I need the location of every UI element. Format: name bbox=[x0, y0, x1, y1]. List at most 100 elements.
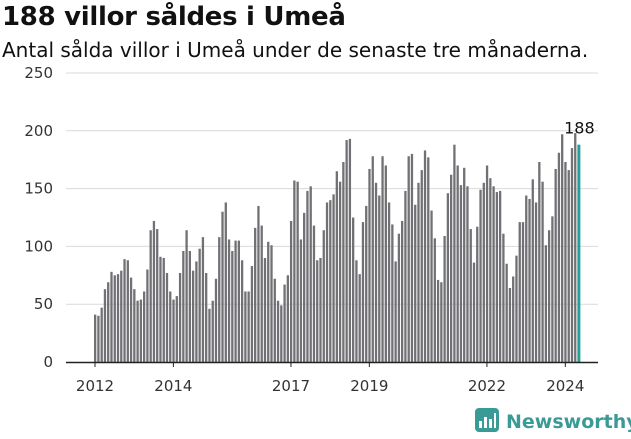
bar bbox=[260, 225, 263, 362]
bar bbox=[169, 291, 172, 362]
bar bbox=[329, 200, 332, 362]
bar bbox=[94, 314, 97, 362]
bar bbox=[482, 182, 485, 362]
bar bbox=[221, 211, 224, 362]
bar bbox=[404, 190, 407, 362]
bar bbox=[296, 181, 299, 362]
bar bbox=[417, 182, 420, 362]
bar bbox=[508, 288, 512, 362]
bar bbox=[374, 182, 378, 362]
bar bbox=[433, 238, 436, 362]
bar bbox=[113, 275, 116, 362]
bar bbox=[162, 257, 165, 362]
bar bbox=[423, 150, 427, 362]
x-tick-label: 2017 bbox=[272, 377, 310, 395]
bar bbox=[195, 261, 198, 362]
bar bbox=[378, 195, 381, 362]
bar bbox=[263, 257, 267, 362]
bar bbox=[136, 300, 139, 362]
bar bbox=[149, 230, 152, 362]
bar bbox=[120, 270, 123, 362]
y-tick-label: 100 bbox=[24, 237, 53, 255]
bar bbox=[554, 168, 557, 362]
bar bbox=[319, 257, 322, 362]
bar bbox=[531, 179, 534, 362]
bar bbox=[299, 239, 303, 362]
bar bbox=[459, 185, 463, 362]
bar bbox=[384, 165, 387, 362]
bar bbox=[247, 291, 250, 362]
bar bbox=[492, 186, 495, 362]
bar bbox=[430, 210, 433, 362]
bar bbox=[97, 315, 100, 362]
bar bbox=[472, 262, 476, 362]
bar bbox=[469, 229, 472, 362]
bar bbox=[541, 181, 544, 362]
bar bbox=[557, 152, 561, 362]
bar bbox=[414, 204, 417, 362]
bar bbox=[165, 272, 169, 362]
bar bbox=[283, 284, 286, 362]
bar bbox=[156, 229, 159, 362]
bar bbox=[227, 239, 231, 362]
bar bbox=[146, 269, 149, 362]
bar bbox=[126, 260, 129, 362]
bar bbox=[152, 220, 156, 362]
bar bbox=[175, 296, 178, 362]
bar bbox=[159, 256, 162, 362]
bar bbox=[172, 299, 175, 362]
bar bbox=[495, 192, 499, 362]
bar bbox=[463, 167, 466, 362]
bar bbox=[525, 195, 528, 362]
bar bbox=[361, 222, 365, 362]
bar bbox=[446, 193, 450, 362]
bar bbox=[534, 202, 538, 362]
bar bbox=[205, 272, 208, 362]
bar bbox=[551, 216, 554, 362]
bar bbox=[456, 165, 459, 362]
bar bbox=[436, 279, 440, 362]
bar bbox=[116, 274, 120, 362]
bar bbox=[244, 291, 247, 362]
bar bbox=[293, 180, 296, 362]
bar bbox=[139, 299, 143, 362]
chart-subtitle: Antal sålda villor i Umeå under de senas… bbox=[2, 38, 589, 62]
bar bbox=[129, 277, 133, 362]
bar bbox=[479, 189, 482, 362]
bar bbox=[401, 220, 404, 362]
bar bbox=[371, 156, 374, 362]
bar bbox=[387, 202, 391, 362]
bar bbox=[420, 170, 423, 362]
bar bbox=[538, 162, 541, 362]
bar bbox=[133, 289, 136, 362]
bar bbox=[110, 271, 113, 362]
bar bbox=[309, 186, 312, 362]
x-tick-label: 2019 bbox=[350, 377, 388, 395]
bar bbox=[358, 274, 361, 362]
bar bbox=[250, 266, 254, 362]
bar bbox=[440, 282, 443, 362]
bar bbox=[407, 156, 410, 362]
bar bbox=[466, 186, 469, 362]
bar bbox=[198, 248, 201, 362]
x-tick-label: 2022 bbox=[468, 377, 506, 395]
bar bbox=[502, 233, 505, 362]
bar bbox=[289, 220, 293, 362]
bar bbox=[240, 260, 244, 362]
bar bbox=[443, 236, 446, 362]
x-tick-label: 2024 bbox=[546, 377, 584, 395]
bar bbox=[214, 278, 218, 362]
bar bbox=[270, 245, 273, 362]
bar bbox=[303, 212, 306, 362]
bar bbox=[325, 202, 329, 362]
y-tick-label: 0 bbox=[43, 353, 53, 371]
bar bbox=[348, 138, 352, 362]
bar bbox=[574, 133, 577, 362]
bar bbox=[561, 134, 564, 362]
bar bbox=[218, 237, 221, 362]
bar bbox=[103, 289, 107, 362]
bar bbox=[224, 202, 227, 362]
bar bbox=[345, 140, 348, 362]
brand: Newsworthy bbox=[474, 407, 631, 437]
